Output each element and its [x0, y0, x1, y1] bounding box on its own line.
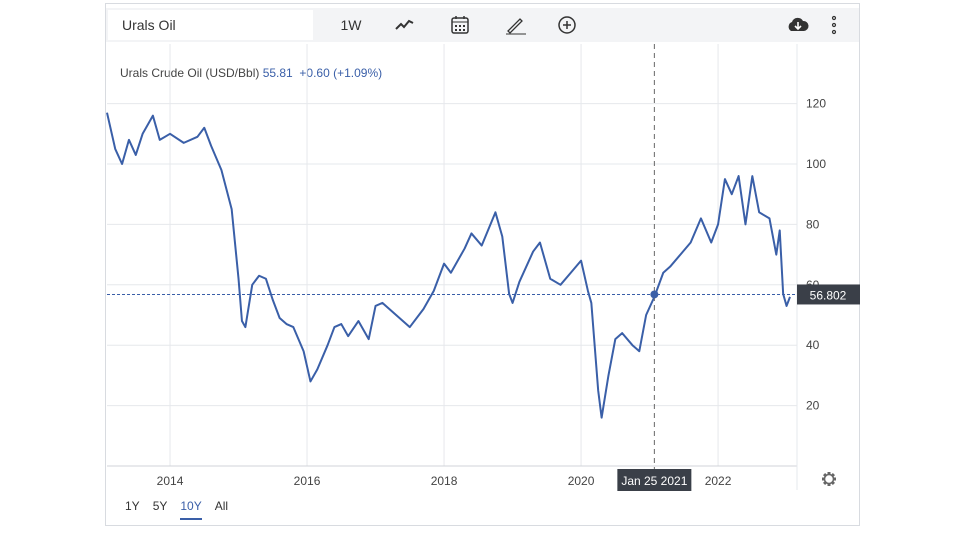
y-tick-label: 20 — [806, 399, 820, 413]
y-tick-label: 120 — [806, 97, 826, 111]
cloud-download-icon[interactable] — [784, 10, 812, 40]
legend-change: +0.60 (+1.09%) — [299, 66, 383, 80]
chart-legend: Urals Crude Oil (USD/Bbl) 55.81 +0.60 (+… — [120, 66, 382, 80]
range-button-all[interactable]: All — [214, 499, 229, 513]
x-tick-label: 2014 — [157, 474, 184, 488]
x-tick-label: 2022 — [705, 474, 732, 488]
date-tag — [617, 469, 692, 491]
line-chart-icon[interactable] — [390, 10, 420, 40]
y-tick-label: 80 — [806, 217, 820, 231]
more-vertical-icon[interactable] — [824, 10, 844, 40]
crosshair-point — [650, 290, 659, 299]
price-tag-label: 56.802 — [810, 288, 847, 302]
symbol-search-input[interactable]: Urals Oil — [108, 10, 313, 40]
settings-gear-icon[interactable] — [822, 472, 836, 486]
pencil-icon[interactable] — [500, 10, 530, 40]
chart-card — [105, 3, 860, 526]
y-tick-label: 100 — [806, 157, 826, 171]
range-button-1y[interactable]: 1Y — [125, 499, 140, 513]
range-selector: 1Y 5Y 10Y All — [125, 499, 241, 520]
x-tick-label: 2018 — [431, 474, 458, 488]
x-tick-label: 2020 — [568, 474, 595, 488]
range-button-10y[interactable]: 10Y — [180, 499, 202, 520]
range-button-5y[interactable]: 5Y — [152, 499, 168, 513]
legend-price: 55.81 — [262, 66, 293, 80]
interval-button[interactable]: 1W — [340, 17, 362, 33]
x-tick-label: 2016 — [294, 474, 321, 488]
price-tag — [797, 284, 860, 305]
price-series-line — [106, 112, 791, 419]
y-tick-label: 40 — [806, 338, 820, 352]
legend-name: Urals Crude Oil (USD/Bbl) — [120, 66, 260, 80]
date-tag-label: Jan 25 2021 — [621, 474, 687, 488]
calendar-icon[interactable] — [445, 10, 475, 40]
plus-circle-icon[interactable] — [552, 10, 582, 40]
